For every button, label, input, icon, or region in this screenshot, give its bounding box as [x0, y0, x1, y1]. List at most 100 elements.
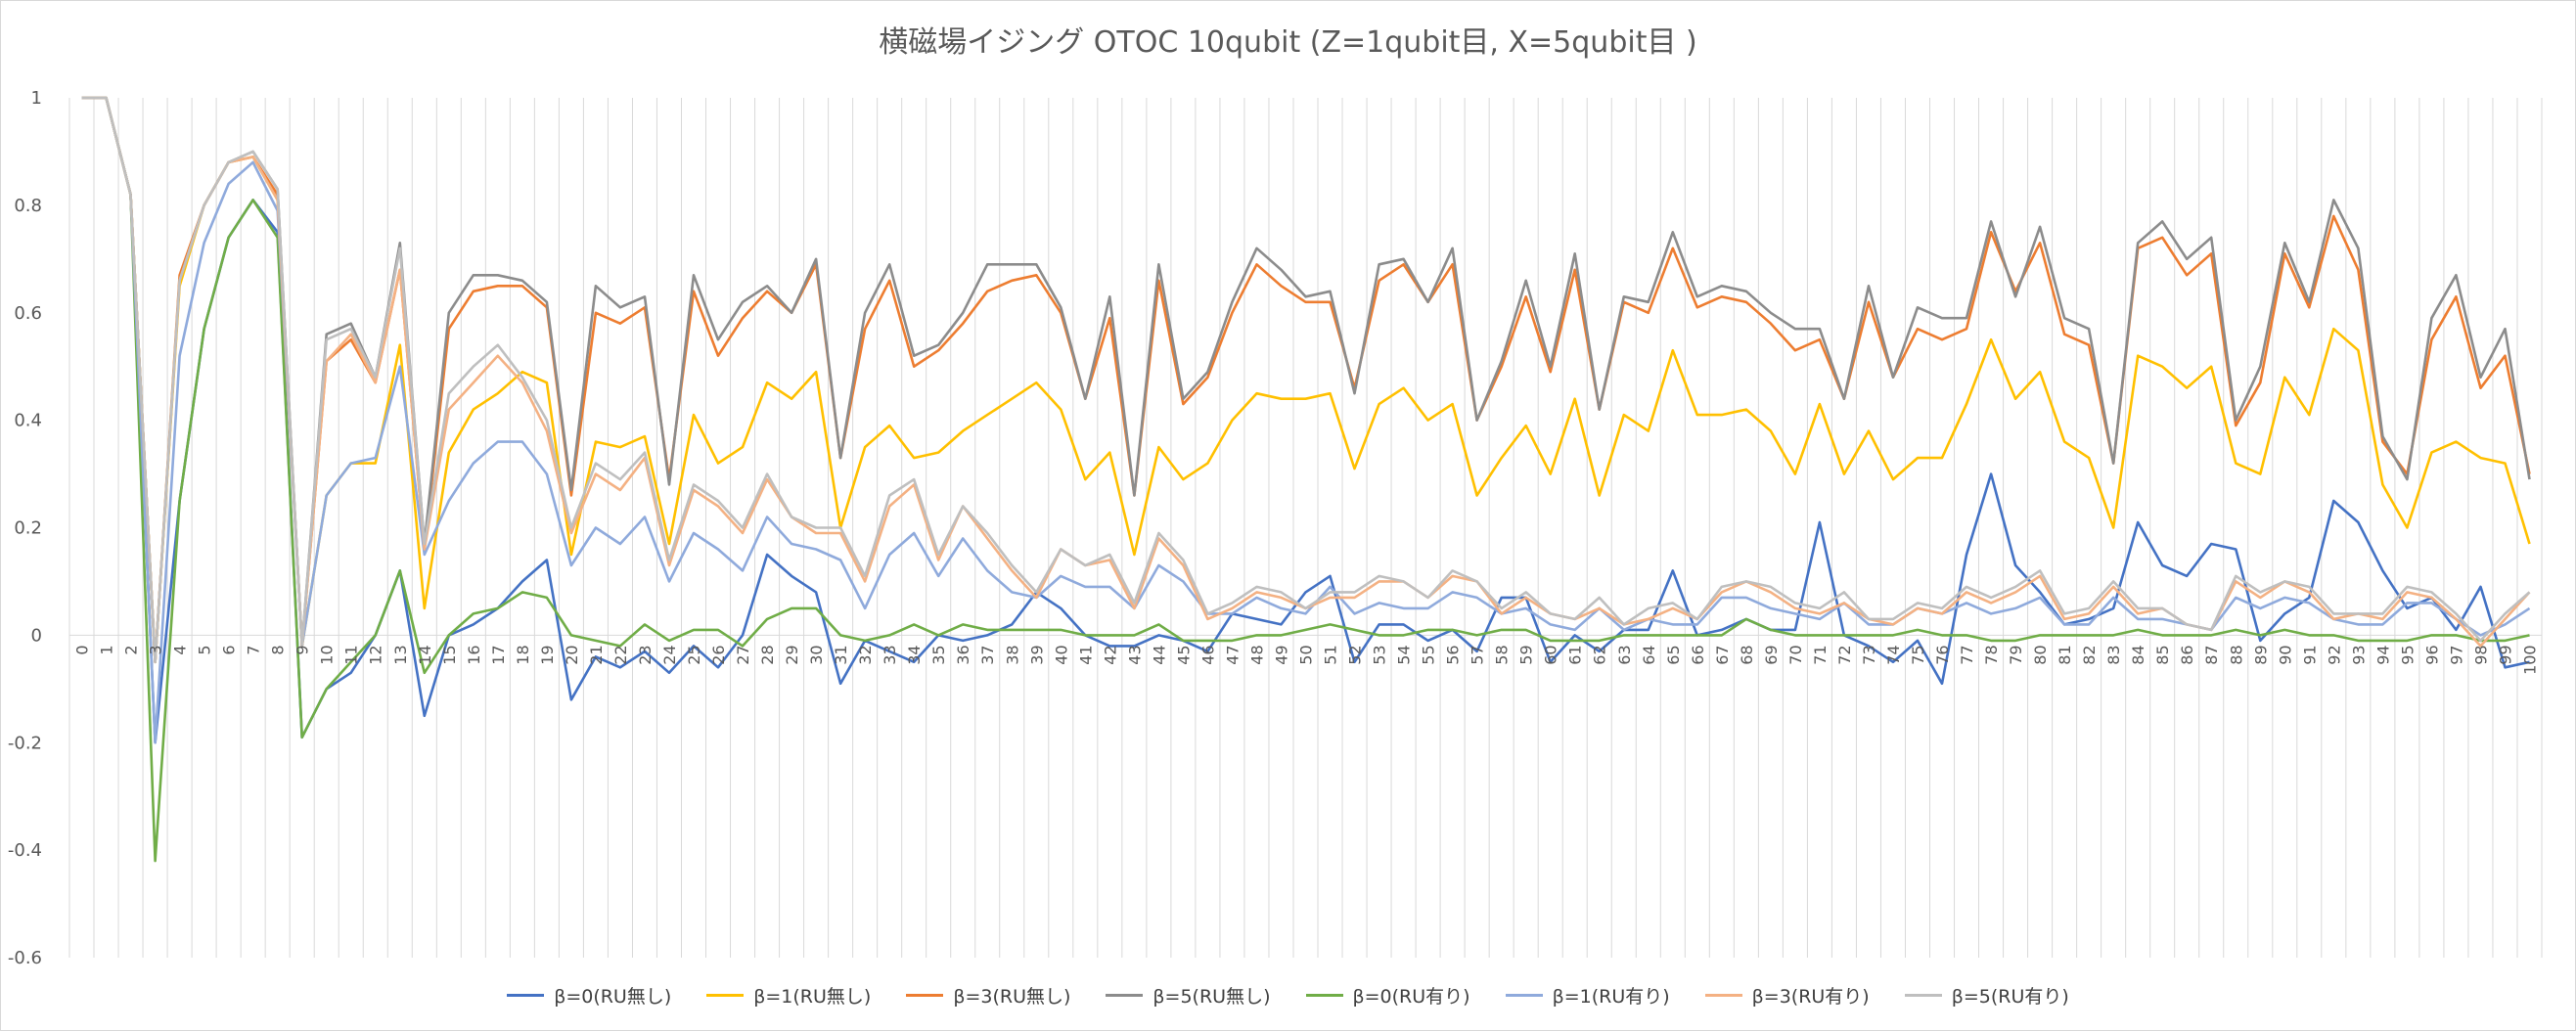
x-tick-label: 8	[269, 645, 288, 654]
x-tick-label: 42	[1101, 645, 1119, 664]
legend-label: β=0(RU有り)	[1352, 986, 1470, 1008]
x-tick-label: 97	[2447, 645, 2465, 664]
x-tick-label: 45	[1174, 645, 1193, 664]
x-tick-label: 49	[1272, 645, 1290, 664]
x-tick-label: 96	[2422, 645, 2441, 664]
x-tick-label: 39	[1027, 645, 1046, 664]
x-tick-label: 90	[2276, 645, 2294, 664]
legend-swatch	[1505, 994, 1543, 997]
x-tick-label: 89	[2251, 645, 2270, 664]
x-tick-label: 36	[954, 645, 972, 664]
x-tick-label: 38	[1003, 645, 1021, 664]
x-tick-label: 46	[1198, 645, 1217, 664]
legend-swatch	[906, 994, 944, 997]
x-tick-label: 19	[538, 645, 557, 664]
x-tick-label: 94	[2373, 645, 2392, 664]
gridlines	[68, 98, 2543, 958]
x-tick-label: 21	[587, 645, 606, 664]
x-tick-label: 32	[856, 645, 875, 664]
x-tick-label: 72	[1835, 645, 1854, 664]
legend-label: β=1(RU無し)	[753, 986, 872, 1008]
x-tick-label: 84	[2129, 645, 2147, 664]
x-tick-label: 63	[1615, 645, 1634, 664]
x-tick-label: 48	[1247, 645, 1266, 664]
x-tick-label: 33	[881, 645, 899, 664]
x-tick-label: 11	[342, 645, 361, 664]
x-tick-label: 98	[2471, 645, 2490, 664]
y-tick-label: 0.8	[14, 196, 42, 216]
legend: β=0(RU無し) β=1(RU無し) β=3(RU無し) β=5(RU無し) β=0(…	[0, 982, 2576, 1009]
x-tick-label: 17	[489, 645, 508, 664]
x-tick-label: 91	[2300, 645, 2319, 664]
x-tick-label: 3	[147, 645, 165, 654]
x-tick-label: 23	[636, 645, 655, 664]
x-tick-label: 78	[1982, 645, 2001, 664]
x-tick-label: 43	[1125, 645, 1144, 664]
x-tick-label: 12	[367, 645, 385, 664]
x-tick-label: 69	[1762, 645, 1781, 664]
x-tick-label: 37	[978, 645, 997, 664]
x-tick-label: 58	[1493, 645, 1512, 664]
x-tick-label: 75	[1909, 645, 1927, 664]
x-tick-label: 34	[905, 645, 924, 664]
line-chart: 10.80.60.40.20-0.2-0.4-0.60 1 2 3 4 5 6 7 8 9 10 11…	[8, 88, 2543, 968]
x-tick-label: 93	[2349, 645, 2368, 664]
series-line	[81, 96, 2531, 664]
x-tick-label: 80	[2031, 645, 2050, 664]
x-tick-label: 73	[1860, 645, 1878, 664]
series-line	[81, 96, 2531, 664]
series-line	[81, 96, 2531, 664]
x-tick-label: 83	[2104, 645, 2123, 664]
x-tick-label: 9	[294, 645, 312, 654]
series-lines	[81, 96, 2531, 863]
x-tick-label: 74	[1884, 645, 1903, 664]
y-tick-label: 0.2	[14, 518, 42, 539]
y-tick-label: 0	[31, 625, 42, 646]
y-tick-label: 0.4	[14, 411, 42, 431]
series-line	[81, 96, 2530, 863]
x-tick-label: 62	[1591, 645, 1609, 664]
x-tick-label: 35	[929, 645, 948, 664]
x-tick-label: 22	[611, 645, 630, 664]
x-tick-label: 88	[2227, 645, 2245, 664]
x-tick-label: 1	[98, 645, 116, 654]
legend-swatch	[507, 994, 545, 997]
x-tick-label: 13	[391, 645, 410, 664]
legend-label: β=5(RU有り)	[1951, 986, 2069, 1008]
legend-item: β=1(RU無し)	[706, 982, 871, 1009]
x-tick-label: 27	[734, 645, 752, 664]
x-tick-label: 14	[416, 645, 434, 664]
legend-label: β=1(RU有り)	[1552, 986, 1670, 1008]
legend-item: β=5(RU無し)	[1106, 982, 1271, 1009]
x-tick-label: 41	[1076, 645, 1095, 664]
x-tick-label: 7	[245, 645, 263, 654]
legend-label: β=3(RU無し)	[953, 986, 1071, 1008]
x-tick-label: 86	[2178, 645, 2196, 664]
x-tick-label: 15	[440, 645, 459, 664]
y-tick-label: 1	[31, 88, 42, 109]
x-tick-label: 44	[1150, 645, 1168, 664]
x-tick-label: 51	[1322, 645, 1340, 664]
x-tick-label: 65	[1664, 645, 1683, 664]
x-tick-label: 68	[1738, 645, 1756, 664]
x-tick-label: 2	[122, 645, 141, 654]
x-tick-label: 82	[2080, 645, 2099, 664]
x-tick-label: 40	[1052, 645, 1070, 664]
y-tick-label: 0.6	[14, 303, 42, 324]
x-tick-label: 60	[1542, 645, 1560, 664]
legend-swatch	[1305, 994, 1343, 997]
x-tick-label: 64	[1640, 645, 1658, 664]
x-tick-label: 4	[171, 645, 190, 654]
x-tick-label: 100	[2520, 645, 2539, 675]
y-tick-label: -0.2	[8, 733, 42, 753]
x-tick-label: 85	[2153, 645, 2172, 664]
x-tick-label: 59	[1517, 645, 1536, 664]
legend-item: β=3(RU有り)	[1704, 982, 1870, 1009]
x-tick-label: 18	[514, 645, 532, 664]
series-line	[81, 96, 2531, 744]
x-tick-label: 30	[807, 645, 826, 664]
x-tick-label: 92	[2325, 645, 2343, 664]
legend-swatch	[706, 994, 745, 997]
x-tick-label: 52	[1346, 645, 1365, 664]
legend-item: β=1(RU有り)	[1505, 982, 1670, 1009]
